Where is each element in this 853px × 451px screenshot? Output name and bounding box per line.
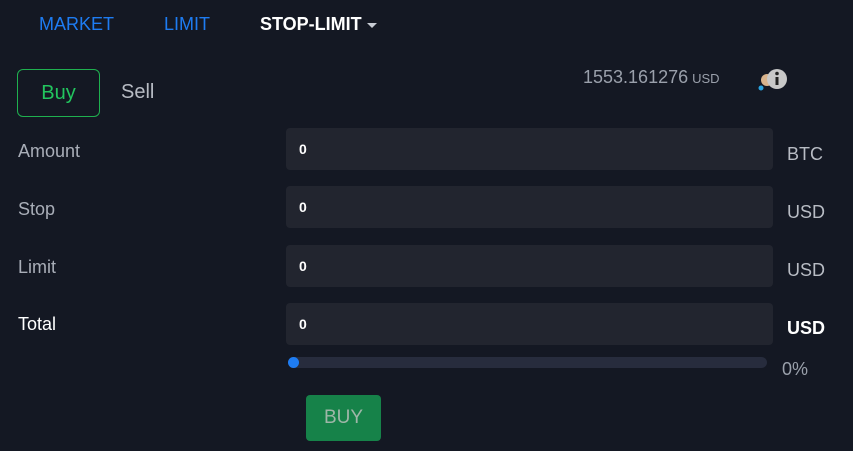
percent-slider-handle[interactable] bbox=[288, 357, 299, 368]
tab-stop-limit[interactable]: STOP-LIMIT bbox=[260, 14, 377, 35]
tab-stop-limit-label: STOP-LIMIT bbox=[260, 14, 362, 34]
total-unit: USD bbox=[787, 318, 826, 338]
total-input[interactable] bbox=[286, 303, 773, 345]
percent-label: 0% bbox=[782, 359, 809, 379]
balance: 1553.161276 USD bbox=[583, 67, 720, 88]
tab-limit[interactable]: LIMIT bbox=[164, 14, 211, 34]
percent-slider-track[interactable] bbox=[288, 357, 767, 368]
limit-input[interactable] bbox=[286, 245, 773, 287]
sell-toggle[interactable]: Sell bbox=[121, 81, 155, 103]
info-coins-icon[interactable] bbox=[757, 66, 791, 92]
stop-label: Stop bbox=[18, 199, 56, 219]
buy-submit-button[interactable]: BUY bbox=[306, 395, 381, 441]
buy-toggle[interactable]: Buy bbox=[17, 69, 100, 117]
total-label: Total bbox=[18, 314, 57, 334]
amount-label: Amount bbox=[18, 141, 81, 161]
stop-input[interactable] bbox=[286, 186, 773, 228]
caret-down-icon bbox=[366, 22, 377, 28]
amount-input[interactable] bbox=[286, 128, 773, 170]
stop-unit: USD bbox=[787, 202, 826, 222]
limit-label: Limit bbox=[18, 257, 57, 277]
balance-value: 1553.161276 bbox=[583, 67, 689, 87]
tab-market[interactable]: MARKET bbox=[39, 14, 115, 34]
amount-unit: BTC bbox=[787, 144, 823, 164]
balance-currency: USD bbox=[692, 71, 720, 86]
limit-unit: USD bbox=[787, 260, 826, 280]
